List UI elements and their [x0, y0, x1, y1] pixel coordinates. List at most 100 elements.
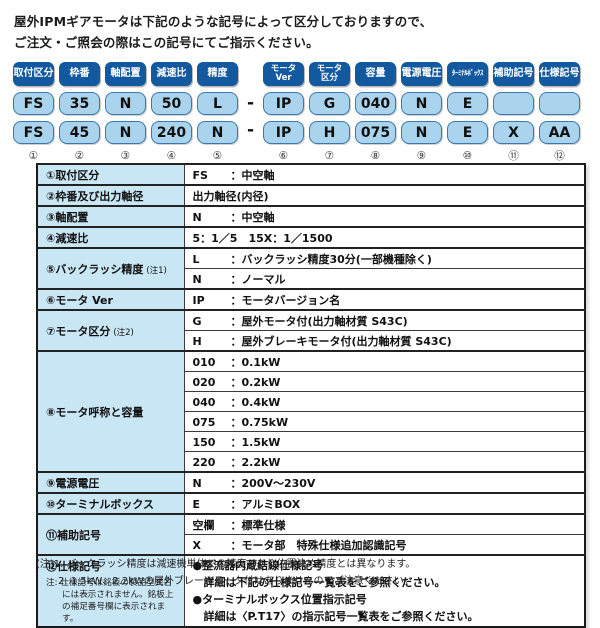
bullet-title-1: ●整流器内蔵結線仕様記号	[192, 559, 324, 572]
code-value-r1c11	[493, 92, 534, 115]
table-row-backlash: ⑤バックラッシ精度 (注1) L ：バックラッシ精度30分(一部機種除く)	[36, 247, 586, 290]
intro-line-1: 屋外IPMギアモータは下記のような記号によって区分しておりますので、	[14, 14, 433, 29]
intro-line-2: ご注文・ご照会の際はこの記号にてご指示ください。	[14, 34, 319, 50]
code-value-r2c6: IP	[263, 121, 304, 144]
code-value-r1c1: FS	[13, 92, 54, 115]
row-value: 040 ：0.4kW	[183, 391, 586, 412]
field-badge-ratio: 減速比	[151, 62, 192, 86]
row-value: 出力軸径(内径)	[183, 184, 586, 207]
row-value: 空欄 ：標準仕様	[183, 513, 586, 535]
row-value: N ：200V～230V	[183, 471, 586, 494]
field-badge-shaft: 軸配置	[105, 62, 146, 86]
table-row-ratio: ④減速比 5：1／5 15X：1／1500	[36, 226, 586, 249]
table-subrow-capacity-075: 075 ：0.75kW	[37, 411, 586, 432]
footnotes: (注)1. バックラッシ精度は減速機単体での精度であり位置決め精度とは異なります…	[36, 556, 415, 590]
code-value-r2c8: 075	[355, 121, 396, 144]
column-number-6: ⑥	[278, 149, 289, 162]
code-value-r1c5: L	[197, 92, 238, 115]
row-label: ②枠番及び出力軸径	[36, 184, 185, 207]
footnote-1: (注)1. バックラッシ精度は減速機単体での精度であり位置決め精度とは異なります…	[36, 559, 416, 570]
column-number-5: ⑤	[212, 149, 223, 162]
row-label: ③軸配置	[36, 205, 185, 228]
table-row-motor-class: ⑦モータ区分 (注2) G ：屋外モータ付(出力軸材質 S43C)	[36, 309, 586, 352]
field-badge-motor-ver: モータ Ver	[263, 62, 304, 86]
code-column-voltage: 電源電圧 N N ⑨	[401, 62, 442, 163]
table-subrow-capacity-020: 020 ：0.2kW	[37, 371, 586, 392]
row-label: ⑧モータ呼称と容量	[36, 350, 185, 473]
code-value-r2c9: N	[401, 121, 442, 144]
row-value: N ：中空軸	[183, 205, 586, 228]
field-badge-mounting: 取付区分	[13, 62, 54, 86]
code-column-precision: 精度 L N ⑤	[197, 62, 238, 163]
code-value-r2c3: N	[105, 121, 146, 144]
footnote-2: 2. 1.5kW、2.2kWの屋外ブレーキモータ付はありませんのでご注意ください…	[58, 576, 414, 587]
row-value: 220 ：2.2kW	[183, 451, 586, 473]
code-column-mounting: 取付区分 FS FS ①	[13, 62, 54, 163]
column-number-12: ⑫	[554, 150, 565, 162]
code-value-r1c10: E	[447, 92, 488, 115]
code-column-motor-class: モータ 区分 G H ⑦	[309, 62, 350, 163]
column-number-3: ③	[120, 149, 131, 162]
code-column-terminal-box: ﾀｰﾐﾅﾙﾎﾞｯｸｽ E E ⑩	[447, 62, 488, 163]
row-value: 5：1／5 15X：1／1500	[183, 226, 586, 249]
row-label: ⑪補助記号	[36, 513, 185, 556]
table-subrow-capacity-150: 150 ：1.5kW	[37, 431, 586, 452]
row-label: ④減速比	[36, 226, 185, 249]
code-value-r1c3: N	[105, 92, 146, 115]
field-badge-frame: 枠番	[59, 62, 100, 86]
row-value: X ：モータ部 特殊仕様追加認識記号	[183, 534, 586, 556]
column-number-7: ⑦	[324, 149, 335, 162]
table-row-terminal-box: ⑩ターミナルボックス E ：アルミBOX	[36, 492, 586, 515]
row-value: H ：屋外ブレーキモータ付(出力軸材質 S43C)	[183, 330, 586, 352]
table-row-capacity: ⑧モータ呼称と容量 010 ：0.1kW	[36, 350, 586, 473]
code-value-r1c12	[539, 92, 580, 115]
model-code-diagram: 取付区分 FS FS ① 枠番 35 45 ② 軸配置 N N ③ 減速比 50…	[13, 62, 580, 163]
row-value: 010 ：0.1kW	[183, 350, 586, 372]
field-badge-voltage: 電源電圧	[401, 62, 442, 86]
row-label: ⑥モータ Ver	[36, 288, 185, 311]
code-value-r2c1: FS	[13, 121, 54, 144]
bullet-detail-2: 詳細は〈P.T17〉の指示記号一覧表をご参照ください。	[203, 610, 479, 624]
dash-separator-row1: -	[246, 92, 255, 113]
intro-text: 屋外IPMギアモータは下記のような記号によって区分しておりますので、 ご注文・ご…	[14, 12, 586, 53]
dash-separator-row2: -	[246, 119, 255, 140]
column-number-8: ⑧	[370, 149, 381, 162]
table-subrow-capacity-040: 040 ：0.4kW	[37, 391, 586, 412]
row-value: N ：ノーマル	[183, 268, 586, 290]
code-value-r2c11: X	[493, 121, 534, 144]
code-value-r2c10: E	[447, 121, 488, 144]
row-label: ⑨電源電圧	[36, 471, 185, 494]
row-value: FS ：中空軸	[183, 163, 586, 186]
code-value-r1c9: N	[401, 92, 442, 115]
row-label: ⑦モータ区分 (注2)	[36, 309, 185, 352]
row-value: G ：屋外モータ付(出力軸材質 S43C)	[183, 309, 586, 331]
row-value: 150 ：1.5kW	[183, 431, 586, 452]
row-value: IP ：モータバージョン名	[183, 288, 586, 311]
table-row-aux: ⑪補助記号 空欄 ：標準仕様	[36, 513, 586, 556]
field-badge-precision: 精度	[197, 62, 238, 86]
column-number-9: ⑨	[416, 149, 427, 162]
table-row-frame: ②枠番及び出力軸径 出力軸径(内径)	[36, 184, 586, 207]
code-value-r1c6: IP	[263, 92, 304, 115]
field-badge-terminal-box: ﾀｰﾐﾅﾙﾎﾞｯｸｽ	[447, 62, 488, 86]
code-value-r1c7: G	[309, 92, 350, 115]
table-subrow-aux-x: X ：モータ部 特殊仕様追加認識記号	[37, 534, 586, 556]
column-number-10: ⑩	[462, 149, 473, 162]
column-number-11: ⑪	[508, 150, 519, 162]
code-column-motor-ver: モータ Ver IP IP ⑥	[263, 62, 304, 163]
field-badge-motor-class: モータ 区分	[309, 62, 350, 86]
bullet-detail-1: 詳細は下記の仕様記号一覧表をご参照ください。	[203, 576, 446, 590]
table-row-mounting: ①取付区分 FS ：中空軸	[36, 163, 586, 186]
code-column-spec: 仕様記号 AA ⑫	[539, 62, 580, 163]
catalog-page: 屋外IPMギアモータは下記のような記号によって区分しておりますので、 ご注文・ご…	[13, 12, 586, 628]
code-value-r2c4: 240	[151, 121, 192, 144]
row-value: 075 ：0.75kW	[183, 411, 586, 432]
separator-spacer-top	[243, 62, 258, 86]
code-value-r1c4: 50	[151, 92, 192, 115]
row-label: ⑤バックラッシ精度 (注1)	[36, 247, 185, 290]
table-row-motor-ver: ⑥モータ Ver IP ：モータバージョン名	[36, 288, 586, 311]
spec-definition-table: ①取付区分 FS ：中空軸 ②枠番及び出力軸径 出力軸径(内径) ③軸配置 N ：中…	[36, 163, 586, 628]
code-column-aux: 補助記号 X ⑪	[493, 62, 534, 163]
field-badge-aux: 補助記号	[493, 62, 534, 86]
code-column-frame: 枠番 35 45 ②	[59, 62, 100, 163]
